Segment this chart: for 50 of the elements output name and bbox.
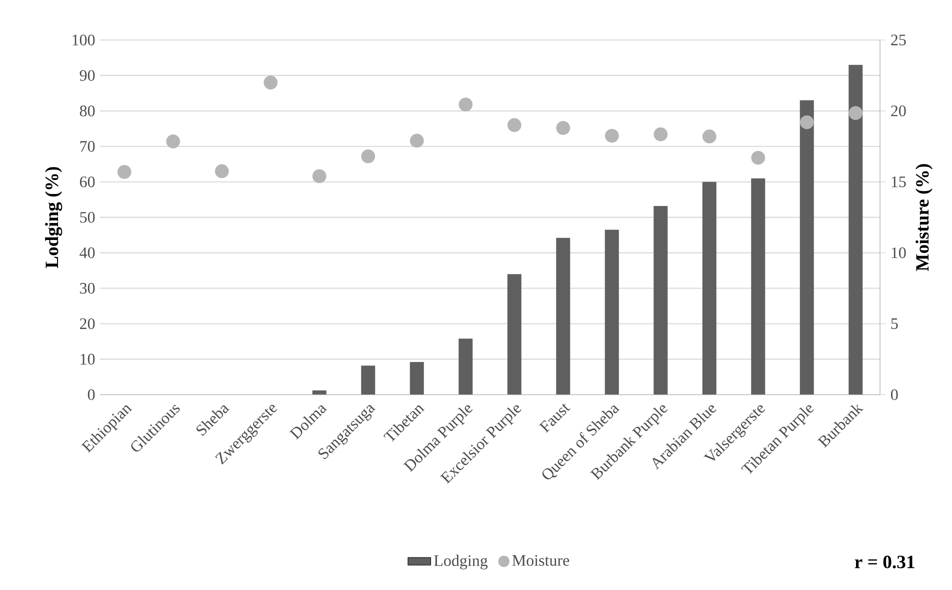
y-tick-label: 0	[88, 389, 95, 400]
point	[312, 169, 326, 184]
y-tick-label: 90	[80, 70, 95, 81]
y2-tick-label: 0	[891, 389, 898, 400]
point	[214, 164, 229, 178]
bar	[848, 64, 863, 395]
legend-label: Moisture	[512, 555, 570, 566]
bar	[507, 274, 522, 395]
y-tick-label: 50	[80, 212, 95, 223]
y-tick-label: 10	[80, 354, 95, 365]
y-tick-label: 100	[72, 34, 95, 46]
y2-axis-title: Moisture (%)	[916, 164, 932, 272]
bar	[410, 362, 424, 395]
y2-tick-label: 25	[891, 34, 906, 46]
y2-tick-label: 10	[892, 247, 906, 258]
y-tick-label: 30	[80, 282, 95, 294]
bar	[654, 206, 668, 395]
point	[264, 76, 278, 90]
point	[507, 118, 522, 132]
y-tick-label: 40	[80, 247, 95, 258]
y-tick-label: 70	[80, 141, 95, 152]
bar	[702, 182, 716, 395]
point	[361, 149, 376, 164]
bar	[556, 238, 570, 395]
bar	[751, 178, 766, 395]
y2-tick-label: 15	[892, 176, 906, 188]
y-tick-label: 20	[80, 318, 95, 330]
point	[702, 130, 716, 144]
bar	[604, 230, 619, 395]
y2-tick-label: 5	[891, 318, 898, 330]
bar	[312, 390, 326, 395]
point	[166, 134, 180, 148]
y-tick-label: 60	[80, 176, 95, 188]
point	[556, 121, 570, 135]
point	[604, 128, 619, 143]
y-tick-label: 80	[80, 106, 95, 116]
bar	[361, 366, 376, 395]
point	[654, 127, 668, 142]
bar	[458, 338, 473, 395]
y2-tick-label: 20	[891, 106, 906, 116]
point	[751, 150, 766, 165]
bar	[800, 100, 814, 395]
point	[848, 106, 863, 120]
y-axis-title: Lodging (%)	[45, 167, 62, 268]
point	[117, 164, 132, 179]
point	[800, 115, 814, 130]
text: r = 0.31	[854, 556, 914, 568]
point	[458, 98, 473, 112]
legend-label: Lodging	[434, 554, 488, 570]
point	[410, 134, 424, 148]
